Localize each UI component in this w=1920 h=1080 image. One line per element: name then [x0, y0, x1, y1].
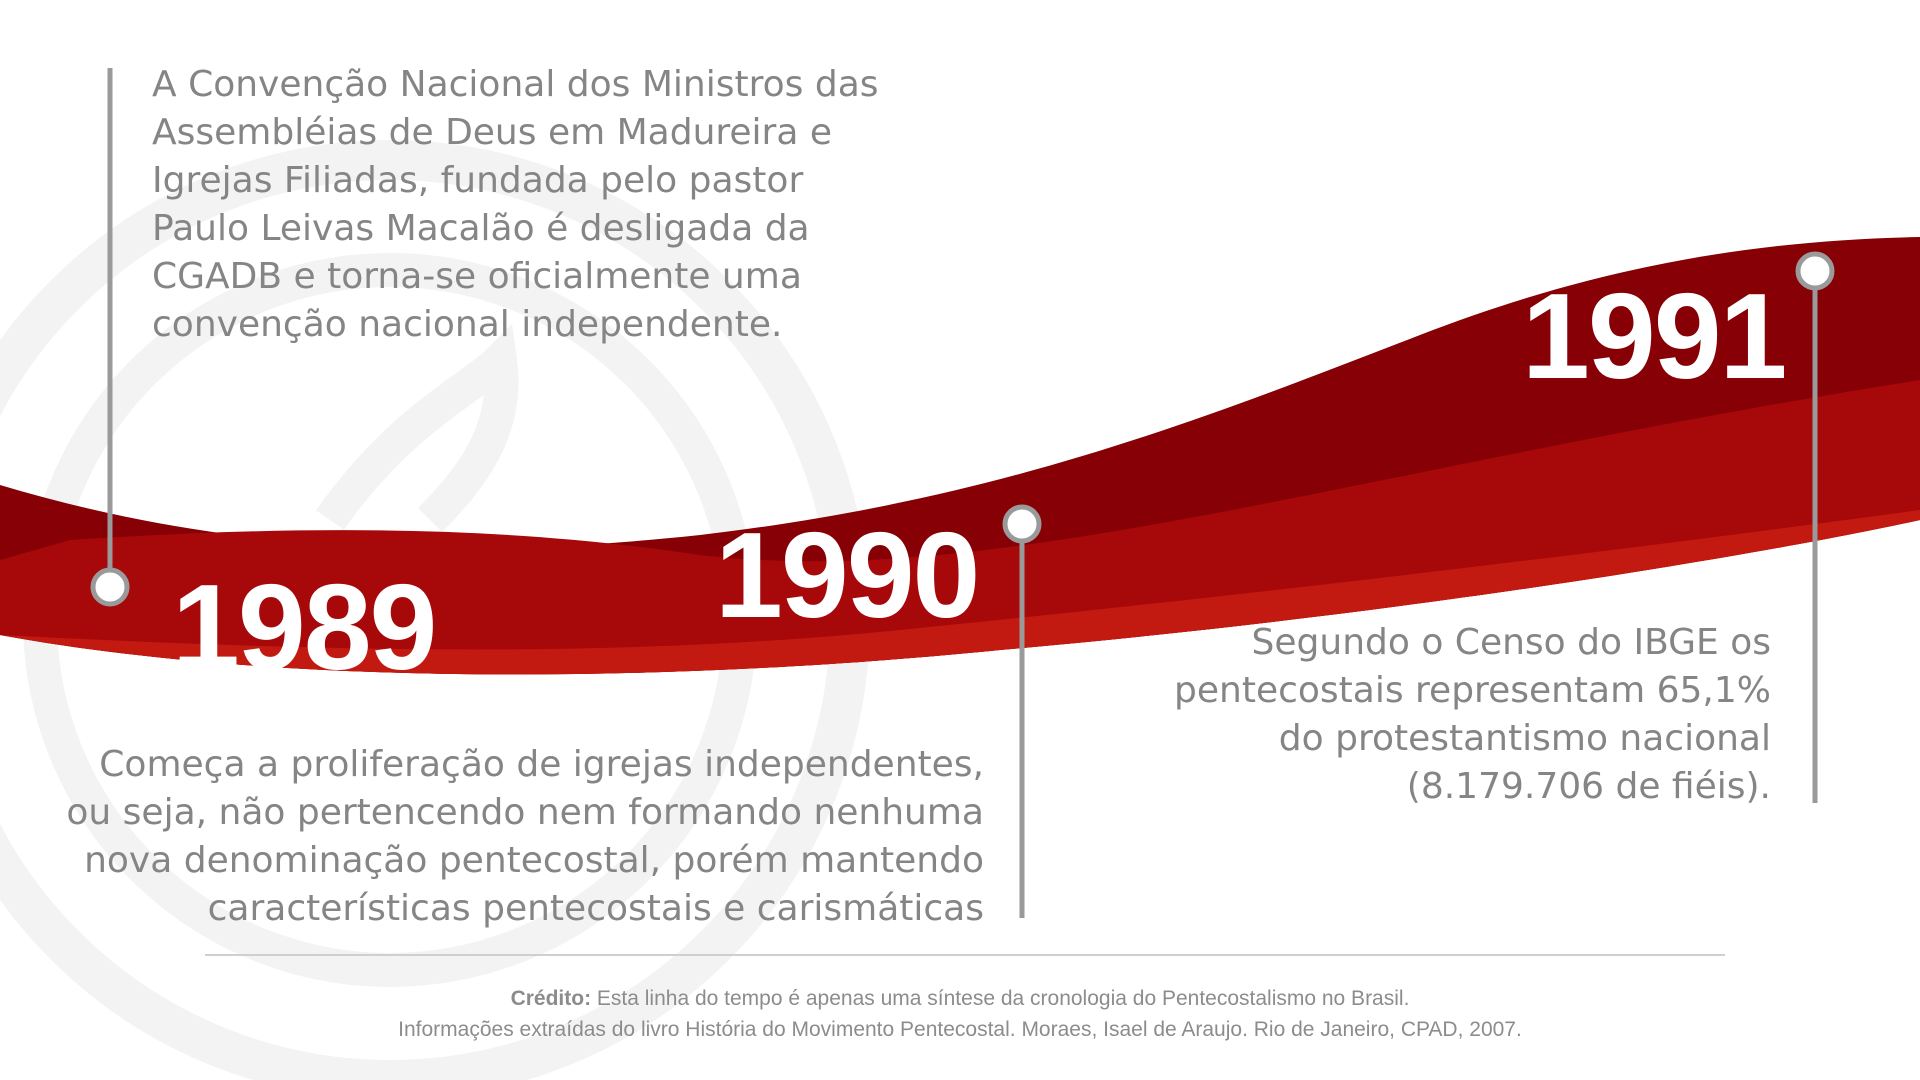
- event-text-line: Começa a proliferação de igrejas indepen…: [99, 744, 984, 785]
- event-text-line: Paulo Leivas Macalão é desligada da: [152, 208, 810, 249]
- event-text-line: (8.179.706 de fiéis).: [1406, 766, 1771, 807]
- event-text-line: Segundo o Censo do IBGE os: [1251, 622, 1771, 663]
- year-1991: 1991: [1522, 268, 1787, 404]
- year-1990: 1990: [715, 507, 980, 643]
- event-text-line: CGADB e torna-se oficialmente uma: [152, 256, 802, 297]
- footer-divider: [205, 954, 1725, 956]
- credit-label: Crédito:: [510, 987, 592, 1010]
- event-1991-description: Segundo o Censo do IBGE os pentecostais …: [1100, 619, 1771, 811]
- ribbon-mid: [0, 380, 1920, 675]
- event-text-line: ou seja, não pertencendo nem formando ne…: [66, 792, 984, 833]
- event-text-line: Igrejas Filiadas, fundada pelo pastor: [152, 160, 804, 201]
- credit-text: Esta linha do tempo é apenas uma síntese…: [591, 987, 1410, 1010]
- year-1989: 1989: [172, 559, 437, 695]
- event-1990-description: Começa a proliferação de igrejas indepen…: [40, 741, 984, 933]
- credit-line-1: Crédito: Esta linha do tempo é apenas um…: [0, 983, 1920, 1014]
- event-text-line: A Convenção Nacional dos Ministros das: [152, 64, 879, 105]
- event-text-line: convenção nacional independente.: [152, 304, 783, 345]
- credit-footer: Crédito: Esta linha do tempo é apenas um…: [0, 983, 1920, 1045]
- event-text-line: Assembléias de Deus em Madureira e: [152, 112, 833, 153]
- event-text-line: do protestantismo nacional: [1278, 718, 1771, 759]
- ribbon-light: [0, 510, 1920, 675]
- marker-1991-icon: [1795, 251, 1835, 291]
- event-text-line: características pentecostais e carismáti…: [207, 888, 984, 929]
- event-text-line: pentecostais representam 65,1%: [1174, 670, 1771, 711]
- timeline-ribbon: [0, 237, 1920, 675]
- marker-1990-icon: [1002, 504, 1042, 544]
- event-text-line: nova denominação pentecostal, porém mant…: [84, 840, 984, 881]
- event-1989-description: A Convenção Nacional dos Ministros das A…: [152, 61, 912, 349]
- marker-1989-icon: [90, 567, 130, 607]
- credit-line-2: Informações extraídas do livro História …: [398, 1018, 1522, 1041]
